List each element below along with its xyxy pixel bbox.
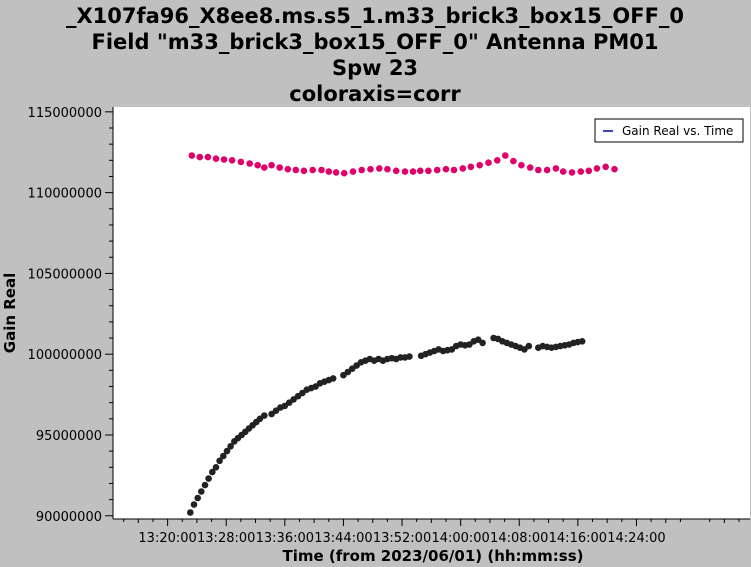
data-point-series-1: [237, 158, 245, 166]
y-tick-label: 90000000: [36, 510, 102, 525]
data-point-series-2: [190, 501, 198, 508]
data-point-series-2: [220, 452, 227, 460]
data-point-series-1: [593, 165, 601, 172]
x-tick-label: 13:20:00: [138, 531, 196, 546]
data-point-series-1: [518, 161, 525, 169]
data-point-series-1: [433, 166, 441, 174]
data-point-series-1: [325, 168, 333, 175]
data-point-series-1: [349, 168, 357, 175]
data-point-series-2: [198, 488, 205, 495]
data-point-series-1: [254, 161, 261, 169]
data-point-series-1: [376, 165, 383, 172]
data-point-series-2: [194, 494, 201, 502]
data-point-series-2: [216, 457, 223, 465]
data-point-series-1: [309, 166, 317, 174]
data-point-series-1: [585, 167, 593, 175]
data-point-series-1: [417, 167, 424, 175]
data-point-series-1: [401, 168, 409, 175]
data-point-series-1: [510, 157, 517, 165]
data-point-series-2: [209, 468, 216, 476]
data-point-series-1: [318, 166, 325, 174]
y-tick-label: 95000000: [36, 429, 102, 444]
data-point-series-2: [212, 464, 220, 471]
data-point-series-1: [196, 153, 204, 161]
data-point-series-1: [494, 157, 501, 164]
data-point-series-1: [459, 165, 467, 172]
title-line-1: _X107fa96_X8ee8.ms.s5_1.m33_brick3_box15…: [65, 4, 685, 28]
data-point-series-1: [332, 169, 340, 176]
data-point-series-1: [340, 169, 348, 177]
data-point-series-2: [223, 447, 231, 455]
title-line-3: Spw 23: [331, 56, 419, 80]
data-point-series-2: [261, 412, 268, 419]
x-tick-label: 13:44:00: [314, 531, 372, 546]
data-point-series-1: [485, 159, 492, 166]
data-point-series-1: [552, 165, 560, 172]
data-point-series-2: [187, 509, 194, 516]
data-point-series-1: [212, 155, 220, 162]
chart-title: _X107fa96_X8ee8.ms.s5_1.m33_brick3_box15…: [0, 0, 751, 107]
x-tick-label: 13:36:00: [256, 531, 314, 546]
data-point-series-1: [568, 169, 576, 176]
data-point-series-1: [220, 156, 228, 163]
x-tick-label: 13:52:00: [373, 531, 431, 546]
y-tick-label: 100000000: [28, 348, 102, 363]
data-point-series-1: [276, 164, 284, 171]
data-point-series-1: [188, 152, 196, 159]
data-point-series-2: [479, 339, 486, 347]
data-point-series-1: [204, 153, 212, 161]
data-points: [187, 152, 618, 516]
y-axis-title: Gain Real: [1, 273, 19, 353]
data-point-series-1: [261, 164, 268, 171]
data-point-series-1: [559, 168, 567, 175]
data-point-series-1: [292, 166, 300, 174]
legend: Gain Real vs. Time: [594, 118, 744, 143]
data-point-series-1: [442, 165, 450, 173]
x-tick-label: 13:28:00: [197, 531, 255, 546]
data-point-series-1: [602, 163, 609, 171]
data-point-series-1: [246, 160, 253, 167]
data-point-series-1: [467, 163, 475, 171]
data-point-series-2: [406, 353, 413, 360]
x-tick-label: 14:24:00: [607, 531, 665, 546]
y-tick-label: 105000000: [28, 267, 102, 282]
x-tick-label: 14:00:00: [431, 531, 489, 546]
data-point-series-1: [543, 166, 551, 174]
y-tick-label: 110000000: [28, 187, 102, 202]
data-point-series-1: [409, 168, 417, 175]
data-point-series-2: [227, 443, 234, 450]
x-tick-label: 14:16:00: [549, 531, 607, 546]
data-point-series-1: [502, 152, 509, 159]
data-point-series-1: [577, 168, 585, 175]
data-point-series-2: [329, 375, 337, 382]
y-tick-label: 115000000: [28, 106, 102, 121]
data-point-series-1: [384, 165, 391, 173]
data-point-series-1: [392, 167, 400, 175]
data-point-series-1: [526, 164, 534, 171]
data-point-series-1: [535, 166, 542, 174]
data-point-series-1: [268, 161, 275, 169]
data-point-series-1: [367, 165, 374, 173]
x-tick-label: 14:08:00: [490, 531, 548, 546]
plot-background: [113, 107, 750, 519]
data-point-series-1: [228, 157, 236, 164]
data-point-series-1: [300, 167, 308, 175]
title-line-2: Field "m33_brick3_box15_OFF_0" Antenna P…: [91, 30, 659, 54]
title-line-4: coloraxis=corr: [289, 82, 461, 106]
data-point-series-1: [284, 165, 292, 173]
data-point-series-1: [476, 161, 484, 169]
data-point-series-1: [358, 166, 366, 174]
data-point-series-2: [578, 338, 586, 345]
legend-label: Gain Real vs. Time: [622, 124, 733, 138]
data-point-series-2: [525, 342, 533, 350]
x-axis-title: Time (from 2023/06/01) (hh:mm:ss): [282, 547, 583, 565]
data-point-series-2: [205, 475, 212, 482]
data-point-series-2: [201, 481, 209, 489]
legend-box: [594, 118, 744, 143]
data-point-series-1: [425, 167, 432, 175]
axes: 90000000 95000000 100000000 105000000 110000…: [28, 106, 750, 546]
data-point-series-1: [450, 166, 458, 174]
data-point-series-1: [611, 165, 618, 173]
